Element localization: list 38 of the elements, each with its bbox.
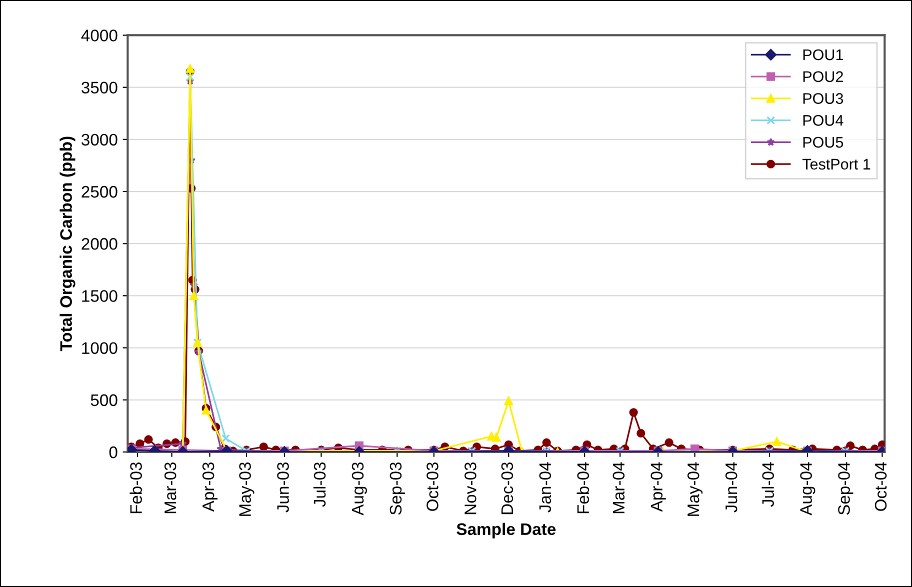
y-tick-label: 500 (90, 394, 118, 406)
x-tick-label: Jun-03 (277, 462, 289, 512)
x-tick-label: Feb-04 (576, 462, 590, 514)
x-tick-label: Oct-04 (874, 462, 887, 511)
y-tick-label: 3000 (82, 134, 118, 146)
legend-label: POU3 (803, 93, 844, 104)
x-tick-label: Dec-03 (501, 462, 514, 514)
y-tick-label: 2000 (82, 238, 118, 250)
x-tick-label: Mar-04 (612, 462, 625, 514)
y-tick-label: 2500 (82, 186, 118, 198)
legend-label: POU4 (803, 115, 844, 126)
x-tick-label: Nov-03 (464, 462, 476, 514)
x-tick-label: May-04 (687, 462, 703, 516)
x-tick-label: Aug-04 (800, 462, 816, 516)
legend-label: TestPort 1 (802, 158, 870, 170)
x-tick-label: Apr-03 (202, 462, 218, 512)
x-tick-label: Sep-04 (838, 462, 854, 515)
y-tick-label: 1000 (82, 342, 118, 354)
x-tick-label: Feb-03 (130, 462, 142, 514)
legend-label: POU5 (803, 136, 844, 148)
x-tick-label: May-03 (239, 462, 254, 516)
legend-label: POU2 (803, 71, 843, 82)
x-tick-label: Aug-03 (352, 462, 367, 516)
y-tick-label: 0 (109, 446, 118, 458)
x-tick-label: Jun-04 (725, 462, 738, 512)
x-tick-label: Jan-04 (539, 462, 552, 512)
y-tick-label: 3500 (82, 82, 118, 94)
x-tick-label: Jul-04 (762, 462, 774, 507)
x-tick-label: Mar-03 (164, 462, 176, 514)
x-tick-label: Sep-03 (390, 462, 405, 515)
y-tick-label: 4000 (81, 30, 118, 42)
x-tick-label: Apr-04 (650, 462, 666, 512)
x-axis-title: Sample Date (456, 522, 556, 538)
x-tick-label: Oct-03 (426, 462, 438, 511)
y-tick-label: 1500 (82, 290, 118, 302)
y-axis-title: Total Organic Carbon (ppb) (60, 136, 76, 352)
legend-label: POU1 (803, 49, 843, 60)
x-tick-label: Jul-03 (313, 462, 326, 507)
